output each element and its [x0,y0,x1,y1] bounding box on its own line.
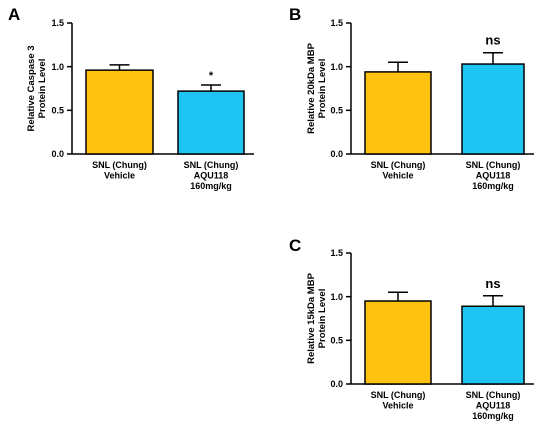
y-axis-title: Relative Caspase 3Protein Level [26,45,48,131]
y-axis-title: Relative 15kDa MBPProtein Level [306,272,328,363]
x-tick-label-line: AQU118 [194,171,229,181]
panel-letter: B [289,5,301,24]
x-tick-label: SNL (Chung) AQU118 160mg/kg [184,160,239,191]
x-tick-label-line: SNL (Chung) [466,390,521,400]
x-tick-label-line: 160mg/kg [190,181,232,191]
y-tick-label: 0.0 [330,379,343,389]
x-tick-label-line: Vehicle [104,171,135,181]
y-tick-label: 0.0 [51,149,64,159]
chart-panel-c: C 0.0 0.5 1.0 1.5 Relative 15kDa MBPProtein L… [289,236,534,421]
y-axis-title-line: Protein Level [317,289,328,349]
y-tick-label: 1.5 [51,18,64,28]
significance-label: ns [485,276,500,291]
panel-letter: C [289,236,301,255]
y-tick-label: 1.0 [330,292,343,302]
panel-letter: A [8,5,20,24]
x-tick-label-line: SNL (Chung) [92,160,147,170]
bar [85,69,154,155]
x-tick-label-line: SNL (Chung) [184,160,239,170]
x-tick-label-line: 160mg/kg [472,181,514,191]
x-tick-label-line: 160mg/kg [472,411,514,421]
y-axis-title-line: Relative 15kDa MBP [306,272,317,363]
bar [364,300,432,385]
y-axis-title-line: Relative Caspase 3 [26,45,37,131]
y-axis-title-line: Protein Level [37,59,48,119]
y-tick-label: 1.5 [330,248,343,258]
y-tick-label: 1.5 [330,18,343,28]
x-tick-label: SNL (Chung) Vehicle [371,160,426,181]
x-tick-label: SNL (Chung) Vehicle [92,160,147,181]
bar [177,90,245,155]
y-tick-label: 1.0 [51,62,64,72]
x-tick-label: SNL (Chung) AQU118 160mg/kg [466,160,521,191]
y-tick-label: 0.0 [330,149,343,159]
x-tick-label-line: Vehicle [382,401,413,411]
chart-panel-a: A 0.0 0.5 1.0 1.5 Relative Caspase 3Protein L… [8,5,254,191]
y-axis-title: Relative 20kDa MBPProtein Level [306,42,328,133]
x-tick-label-line: SNL (Chung) [466,160,521,170]
bar [461,63,525,155]
x-tick-label: SNL (Chung) Vehicle [371,390,426,411]
y-tick-label: 0.5 [51,106,64,116]
y-tick-label: 1.0 [330,62,343,72]
x-tick-label-line: SNL (Chung) [371,390,426,400]
y-tick-label: 0.5 [330,106,343,116]
chart-panel-b: B 0.0 0.5 1.0 1.5 Relative 20kDa MBPProtein L… [289,5,534,191]
x-tick-label-line: AQU118 [476,171,511,181]
x-tick-label: SNL (Chung) AQU118 160mg/kg [466,390,521,421]
x-tick-label-line: SNL (Chung) [371,160,426,170]
bar [461,305,525,385]
x-tick-label-line: AQU118 [476,401,511,411]
y-tick-label: 0.5 [330,336,343,346]
bar [364,71,432,155]
significance-label: * [209,70,214,82]
x-tick-label-line: Vehicle [382,171,413,181]
y-axis-title-line: Relative 20kDa MBP [306,42,317,133]
significance-label: ns [485,33,500,48]
y-axis-title-line: Protein Level [317,59,328,119]
